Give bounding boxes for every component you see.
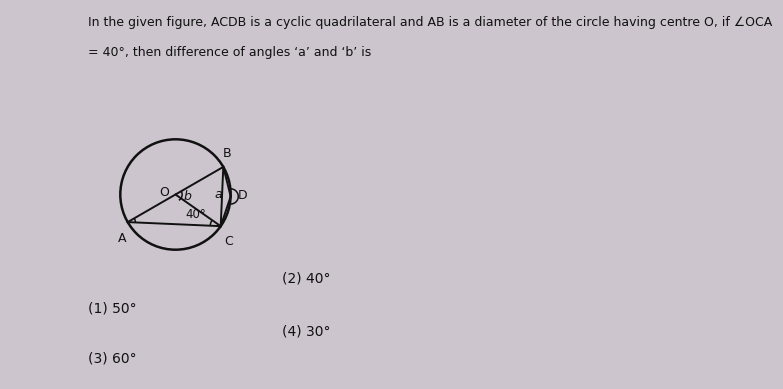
Text: = 40°, then difference of angles ‘a’ and ‘b’ is: = 40°, then difference of angles ‘a’ and… — [88, 46, 371, 59]
Text: D: D — [237, 189, 247, 202]
Text: B: B — [223, 147, 232, 160]
Text: b: b — [184, 190, 192, 203]
Text: C: C — [224, 235, 233, 247]
Text: In the given figure, ACDB is a cyclic quadrilateral and AB is a diameter of the : In the given figure, ACDB is a cyclic qu… — [88, 16, 772, 28]
Text: (4) 30°: (4) 30° — [282, 324, 330, 338]
Text: (3) 60°: (3) 60° — [88, 351, 136, 365]
Text: (1) 50°: (1) 50° — [88, 302, 136, 316]
Text: (2) 40°: (2) 40° — [282, 271, 330, 285]
Text: O: O — [159, 186, 168, 199]
Text: a: a — [215, 188, 222, 201]
Text: 40°: 40° — [186, 208, 207, 221]
Text: A: A — [117, 231, 126, 245]
